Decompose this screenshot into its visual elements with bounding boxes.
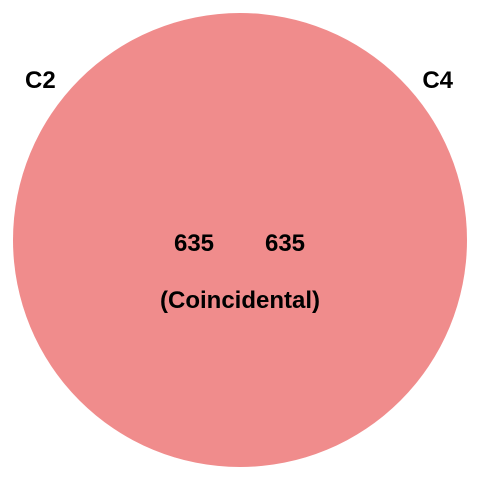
coincidental-note: (Coincidental) (160, 287, 320, 314)
set-label-c4: C4 (422, 67, 453, 94)
count-label-c4: 635 (265, 230, 305, 257)
count-label-c2: 635 (174, 230, 214, 257)
coincident-set-circle (13, 13, 467, 467)
set-label-c2: C2 (25, 67, 56, 94)
